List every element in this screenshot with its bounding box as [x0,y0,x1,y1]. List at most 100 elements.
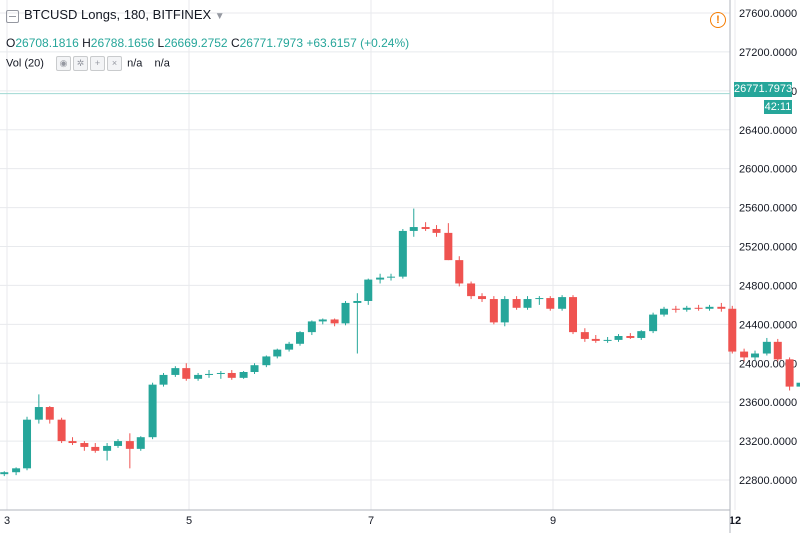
candle-up[interactable] [318,319,327,322]
candle-down[interactable] [512,299,521,308]
candle-up[interactable] [34,407,43,420]
candle-up[interactable] [796,382,800,387]
candle-down[interactable] [546,298,555,309]
candle-up[interactable] [341,302,350,324]
candle-up[interactable] [353,300,362,303]
symbol-name[interactable]: BTCUSD Longs [24,7,117,22]
candle-down[interactable] [467,283,476,297]
gear-icon[interactable]: ✲ [73,56,89,71]
interval[interactable]: 180 [123,7,146,22]
candle-down[interactable] [626,336,635,338]
candle-up[interactable] [12,468,21,473]
candle-up[interactable] [23,419,32,469]
candle-down[interactable] [227,372,236,378]
candle-down[interactable] [125,441,134,449]
candle-down[interactable] [478,296,487,300]
low-value: 26669.2752 [164,36,228,50]
candle-up[interactable] [705,306,714,309]
x-tick-label: 7 [368,515,374,527]
candle-down[interactable] [671,308,680,310]
candle-down[interactable] [694,307,703,309]
candle-up[interactable] [0,472,9,475]
candle-up[interactable] [523,299,532,308]
candle-up[interactable] [409,227,418,231]
candle-down[interactable] [444,232,453,261]
candle-down[interactable] [330,319,339,324]
candle-up[interactable] [262,356,271,366]
candle-up[interactable] [398,230,407,277]
chart-title: BTCUSD Longs, 180, BITFINEX ▼ [24,7,225,22]
candle-down[interactable] [182,368,191,379]
add-icon[interactable]: + [90,56,106,71]
candle-up[interactable] [103,445,112,451]
candle-up[interactable] [148,384,157,438]
x-tick-label: 5 [186,515,192,527]
candle-up[interactable] [114,441,123,446]
collapse-legend-icon[interactable] [6,10,19,23]
alert-icon[interactable]: ! [710,12,726,28]
candle-up[interactable] [500,299,509,323]
candle-down[interactable] [455,260,464,284]
candle-up[interactable] [376,277,385,280]
close-label: C [230,36,240,50]
candle-up[interactable] [136,437,145,449]
candle-down[interactable] [489,299,498,323]
x-tick-label: 9 [550,515,556,527]
countdown-badge: 42:11 [764,100,792,114]
candle-up[interactable] [205,373,214,375]
candle-down[interactable] [728,308,737,352]
candle-down[interactable] [740,351,749,358]
candle-up[interactable] [387,276,396,278]
candle-up[interactable] [535,298,544,300]
candle-down[interactable] [785,359,794,387]
candle-down[interactable] [421,227,430,229]
chevron-down-icon[interactable]: ▼ [214,11,225,22]
candle-up[interactable] [762,341,771,354]
eye-icon[interactable]: ◉ [56,56,72,71]
candle-down[interactable] [717,306,726,309]
candle-up[interactable] [285,343,294,350]
volume-label: Vol (20) [6,57,44,70]
candle-up[interactable] [364,279,373,301]
candle-up[interactable] [216,372,225,374]
y-tick-label: 23200.0000 [739,436,797,448]
candle-up[interactable] [682,307,691,310]
candle-up[interactable] [751,353,760,358]
candle-down[interactable] [580,332,589,339]
candle-up[interactable] [239,372,248,378]
close-icon[interactable]: × [107,56,123,71]
candle-down[interactable] [68,441,77,444]
candle-up[interactable] [558,297,567,309]
candle-down[interactable] [80,443,89,447]
candle-down[interactable] [45,407,54,420]
candle-down[interactable] [773,341,782,360]
candle-down[interactable] [57,419,66,442]
y-tick-label: 27200.0000 [739,47,797,59]
candle-up[interactable] [660,308,669,315]
candle-up[interactable] [614,336,623,340]
candle-up[interactable] [159,374,168,385]
y-tick-label: 22800.0000 [739,475,797,487]
candle-down[interactable] [432,228,441,233]
volume-value-1: n/a [127,57,143,70]
candle-up[interactable] [296,332,305,344]
candle-up[interactable] [649,314,658,332]
y-tick-label: 26400.0000 [739,125,797,137]
y-tick-label: 25600.0000 [739,203,797,215]
candle-up[interactable] [637,331,646,338]
open-label: O [6,36,16,50]
candle-up[interactable] [194,374,203,379]
candle-up[interactable] [273,349,282,357]
candle-down[interactable] [569,297,578,333]
candle-down[interactable] [91,446,100,451]
low-label: L [157,36,165,50]
candle-down[interactable] [591,338,600,341]
candle-up[interactable] [603,339,612,341]
candle-up[interactable] [307,321,316,333]
y-tick-label: 27600.0000 [739,8,797,20]
close-value: 26771.7973 [239,36,304,50]
candle-up[interactable] [250,365,259,373]
ohlc-legend: O26708.1816 H26788.1656 L26669.2752 C267… [6,36,409,50]
candle-up[interactable] [171,368,180,375]
